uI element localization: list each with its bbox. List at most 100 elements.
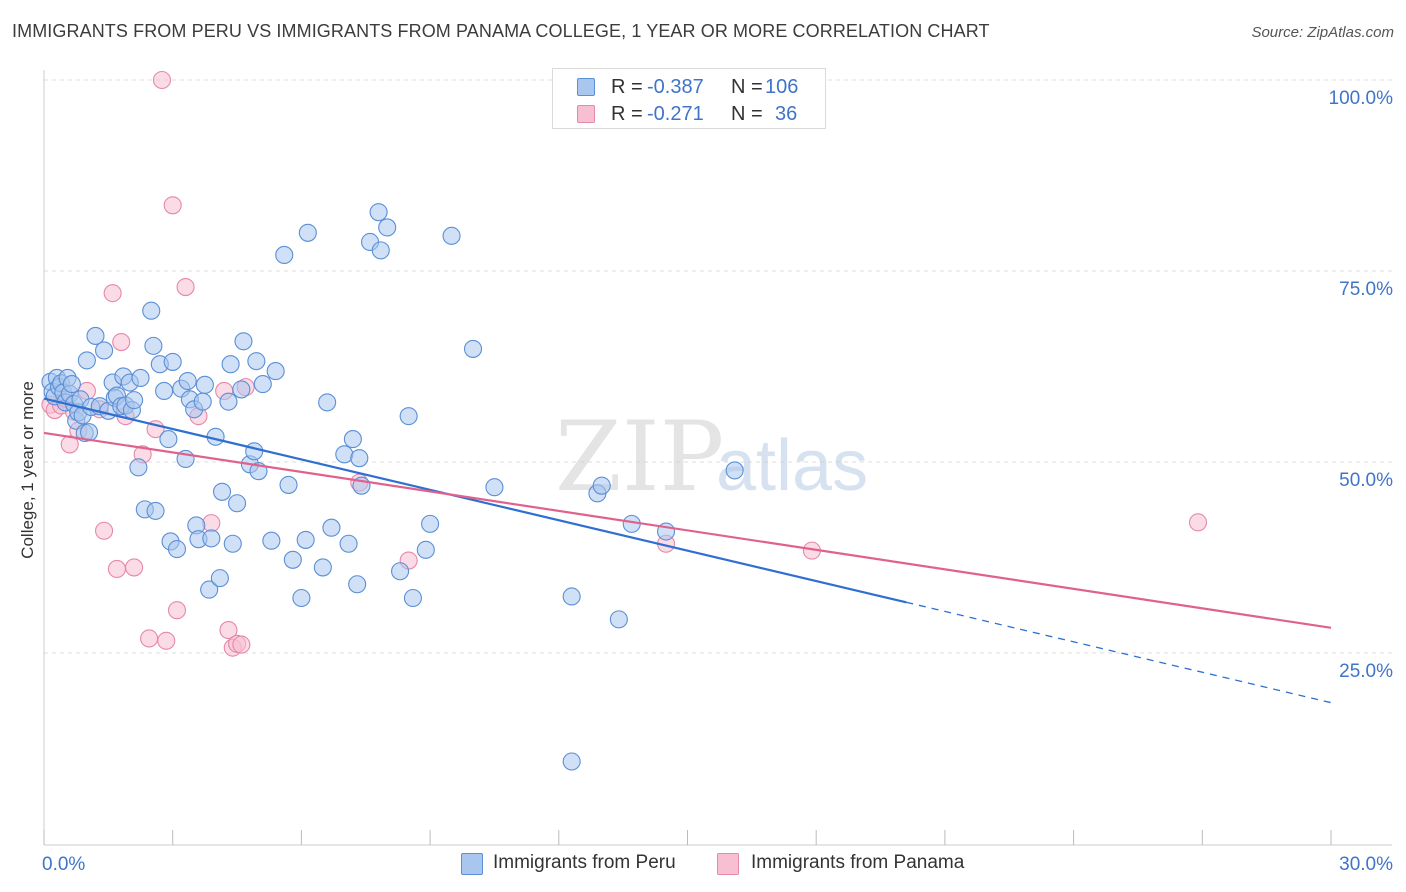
data-point[interactable] [95,521,114,540]
legend-n-value: 106 [765,76,799,98]
data-point[interactable] [221,355,240,374]
data-point[interactable] [140,629,159,648]
data-point[interactable] [210,569,229,588]
data-point[interactable] [77,351,96,370]
data-point[interactable] [322,518,341,537]
legend-n-value: 36 [775,103,798,125]
data-point[interactable] [112,333,131,352]
data-point[interactable] [202,514,221,533]
data-point[interactable] [369,203,388,222]
data-point[interactable] [167,601,187,620]
data-point[interactable] [298,223,317,242]
data-point[interactable] [212,482,232,501]
data-point[interactable] [442,226,461,245]
data-point[interactable] [232,380,251,399]
data-point[interactable] [103,284,122,303]
trend-lines [43,397,1332,704]
data-point[interactable] [378,218,397,237]
tick-labels: 25.0% 50.0% 75.0% 100.0% 0.0% 30.0% [42,88,1393,875]
data-point[interactable] [350,449,369,468]
data-point[interactable] [125,558,144,577]
data-point[interactable] [247,352,266,371]
data-point[interactable] [95,341,114,360]
data-point[interactable] [159,430,178,449]
data-point[interactable] [152,70,172,90]
data-point[interactable] [202,529,221,548]
axis-layer [43,70,1392,846]
data-point[interactable] [371,241,390,260]
data-point[interactable] [562,587,581,606]
data-point[interactable] [176,277,195,297]
data-point[interactable] [335,445,354,464]
data-point[interactable] [62,375,81,394]
data-point[interactable] [343,430,362,449]
data-point[interactable] [485,478,504,497]
data-point[interactable] [219,621,238,640]
grid-layer [44,79,1392,654]
data-point[interactable] [403,588,422,608]
data-point[interactable] [223,534,242,553]
data-point[interactable] [463,339,483,358]
data-point[interactable] [318,393,337,412]
data-point[interactable] [129,458,148,477]
data-point[interactable] [144,336,163,355]
data-point[interactable] [592,476,611,495]
chart-source: Source: ZipAtlas.com [1251,24,1394,41]
data-point[interactable] [142,301,161,320]
data-point[interactable] [167,540,187,559]
data-point[interactable] [609,610,628,629]
data-point[interactable] [193,392,212,411]
data-point[interactable] [86,326,105,345]
series-swatch-peru [461,853,483,875]
legend-r-label: R = [611,76,643,98]
data-point[interactable] [178,371,197,391]
data-point[interactable] [228,494,247,513]
data-point[interactable] [391,562,410,581]
data-point[interactable] [416,540,435,559]
data-point[interactable] [275,245,294,265]
legend-row-peru: R = -0.387 N = 106 [553,73,825,101]
legend-swatch-panama [577,105,595,123]
data-point[interactable] [279,475,298,494]
data-point[interactable] [125,391,144,410]
data-point[interactable] [163,352,182,371]
panama-points [41,70,1208,657]
data-point[interactable] [253,375,272,394]
data-point[interactable] [348,575,367,594]
x-tick-label: 30.0% [1339,854,1393,875]
data-point[interactable] [339,534,358,553]
data-point[interactable] [725,461,744,480]
data-point[interactable] [195,375,214,394]
y-tick-label: 50.0% [1339,470,1393,491]
data-point[interactable] [245,442,264,461]
y-axis-title: College, 1 year or more [18,381,37,559]
data-point[interactable] [399,407,418,426]
series-label-panama: Immigrants from Panama [751,852,965,873]
data-point[interactable] [262,531,281,550]
stats-legend: R = -0.387 N = 106 R = -0.271 N = 36 [552,68,826,129]
data-point[interactable] [283,550,302,569]
data-point[interactable] [296,530,315,549]
data-point[interactable] [234,332,253,351]
data-point[interactable] [421,514,440,533]
y-tick-label: 75.0% [1339,279,1393,300]
data-point[interactable] [313,558,332,577]
data-point[interactable] [155,381,174,400]
watermark-zip: ZIP [555,401,724,513]
data-point[interactable] [131,368,150,388]
data-point[interactable] [292,588,311,608]
data-point[interactable] [219,392,238,411]
data-point[interactable] [562,752,581,771]
legend-swatch-peru [577,78,595,96]
data-point[interactable] [266,362,285,381]
chart-title: IMMIGRANTS FROM PERU VS IMMIGRANTS FROM … [12,21,990,41]
data-point[interactable] [163,196,182,215]
data-point[interactable] [200,580,219,599]
data-point[interactable] [146,501,165,520]
peru-trend-line [43,397,907,604]
data-point[interactable] [1188,513,1208,532]
data-point[interactable] [232,635,251,654]
data-point[interactable] [157,631,176,650]
data-point[interactable] [107,559,126,579]
